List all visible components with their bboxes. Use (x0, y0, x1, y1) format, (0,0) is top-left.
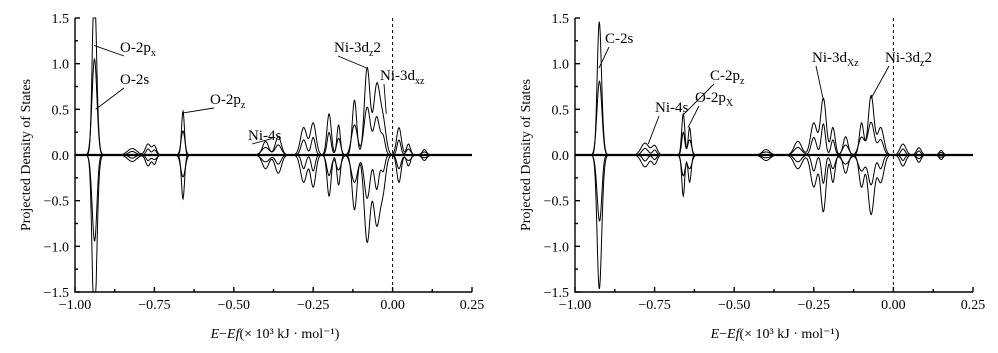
annotation-pointer (687, 105, 700, 128)
x-tick-label: −0.50 (218, 298, 250, 313)
annotation-pointer (182, 107, 215, 114)
pdos-spin-down-curve (575, 154, 973, 290)
pdos-spin-down-curve (75, 154, 472, 293)
peak-annotation: C-2s (605, 31, 634, 47)
x-tick-label: 0.00 (881, 298, 906, 313)
x-tick-label: 0.25 (961, 298, 986, 313)
x-tick-label: −0.75 (638, 298, 670, 313)
annotation-pointer (93, 44, 125, 57)
pdos-spin-up-curve (575, 21, 973, 156)
y-tick-label: 0.5 (552, 103, 570, 118)
y-tick-label: 0.5 (52, 103, 70, 118)
peak-annotation: Ni-3dXz (812, 50, 859, 69)
pdos-spin-down-curve-2 (575, 154, 973, 222)
y-tick-label: 0.0 (552, 149, 570, 164)
peak-annotation: Ni-4s (655, 100, 688, 116)
x-tick-label: 0.25 (460, 298, 485, 313)
chart-panel-left: 1.5 1.0 0.5 0.0 −0.5 −1.0 −1.5−1.00 −0.75 −0.50 −… (19, 12, 484, 342)
x-tick-label: −0.75 (138, 298, 170, 313)
x-tick-label: −0.50 (718, 298, 750, 313)
y-axis-label: Projected Density of States (19, 79, 34, 231)
y-tick-label: −0.5 (544, 195, 569, 210)
y-tick-label: 1.5 (52, 12, 70, 27)
x-tick-label: 0.00 (380, 298, 405, 313)
x-tick-label: −0.25 (297, 298, 329, 313)
y-tick-label: −1.0 (44, 240, 69, 255)
peak-annotation: O-2pz (210, 92, 246, 111)
chart-panel-right: 1.5 1.0 0.5 0.0 −0.5 −1.0 −1.5−1.00 −0.75 −0.50 −… (519, 12, 985, 342)
peak-annotation: O-2s (120, 72, 149, 88)
y-axis-label: Projected Density of States (519, 79, 534, 231)
x-tick-label: −1.00 (59, 298, 91, 313)
y-tick-label: 0.0 (52, 149, 70, 164)
x-axis-label: E−Ef(× 10³ kJ · mol⁻¹) (710, 327, 840, 342)
annotation-pointer (647, 115, 660, 145)
pdos-spin-down-curve-2 (75, 154, 472, 242)
y-tick-label: −1.5 (44, 286, 69, 301)
annotation-pointer (598, 46, 610, 69)
annotation-pointer (815, 65, 824, 101)
annotation-pointer (95, 87, 125, 110)
peak-annotation: Ni-3dxz (380, 68, 425, 87)
annotation-pointer (870, 65, 890, 99)
pdos-spin-up-curve (75, 17, 472, 156)
y-tick-label: 1.5 (552, 12, 570, 27)
peak-annotation: Ni-3dz2 (334, 40, 381, 59)
x-tick-label: −0.25 (798, 298, 830, 313)
annotation-pointer (337, 55, 368, 69)
peak-annotation: O-2px (120, 40, 156, 59)
y-tick-label: −1.0 (544, 240, 569, 255)
peak-annotation: O-2pX (695, 90, 734, 109)
pdos-spin-up-curve-2 (575, 80, 973, 156)
annotation-pointer (383, 83, 387, 114)
y-tick-label: −1.5 (544, 286, 569, 301)
x-axis-label: E−Ef(× 10³ kJ · mol⁻¹) (210, 327, 340, 342)
x-tick-label: −1.00 (559, 298, 591, 313)
y-tick-label: 1.0 (552, 58, 570, 73)
peak-annotation: C-2pz (710, 68, 745, 87)
peak-annotation: Ni-3dz2 (885, 50, 932, 69)
y-tick-label: −0.5 (44, 195, 69, 210)
annotation-pointer (682, 83, 715, 116)
annotation-pointer (251, 138, 273, 145)
y-tick-label: 1.0 (52, 58, 70, 73)
peak-annotation: Ni-4s (248, 128, 281, 144)
